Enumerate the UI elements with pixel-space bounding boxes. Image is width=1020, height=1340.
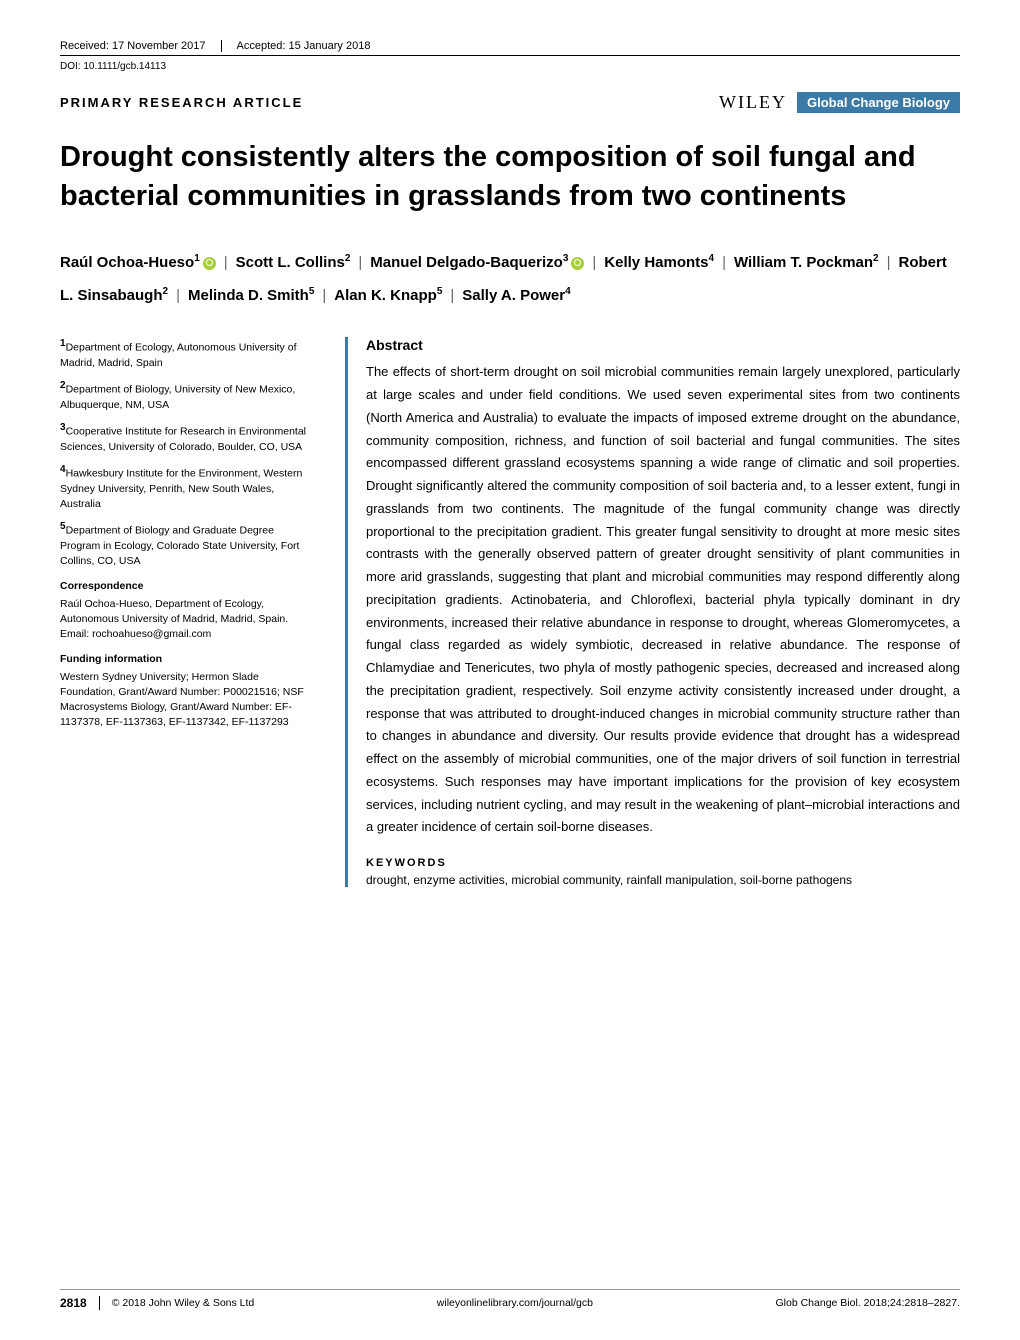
affiliation: 1Department of Ecology, Autonomous Unive… [60,337,315,371]
publisher-name: WILEY [719,92,787,113]
abstract-column: Abstract The effects of short-term droug… [345,337,960,887]
author-separator: | [358,254,362,271]
footer-separator [99,1296,100,1310]
author: Alan K. Knapp5 [334,287,442,304]
article-dates: Received: 17 November 2017 Accepted: 15 … [60,40,960,56]
abstract-head: Abstract [366,337,960,353]
correspondence-body: Raúl Ochoa-Hueso, Department of Ecology,… [60,597,315,627]
affiliations-list: 1Department of Ecology, Autonomous Unive… [60,337,315,569]
author-list: Raúl Ochoa-Hueso1 | Scott L. Collins2 | Manu… [60,246,960,312]
publisher-block: WILEY Global Change Biology [719,92,960,113]
footer-left: 2818 © 2018 John Wiley & Sons Ltd [60,1296,254,1310]
author: Sally A. Power4 [462,287,570,304]
correspondence-head: Correspondence [60,579,315,594]
footer-url: wileyonlinelibrary.com/journal/gcb [437,1297,593,1309]
funding-body: Western Sydney University; Hermon Slade … [60,670,315,731]
author-separator: | [176,287,180,304]
main-columns: 1Department of Ecology, Autonomous Unive… [60,337,960,887]
affiliation: 3Cooperative Institute for Research in E… [60,421,315,455]
author-separator: | [322,287,326,304]
page-footer: 2818 © 2018 John Wiley & Sons Ltd wileyo… [60,1289,960,1310]
copyright: © 2018 John Wiley & Sons Ltd [112,1297,255,1309]
abstract-body: The effects of short-term drought on soi… [366,361,960,839]
affiliation: 5Department of Biology and Graduate Degr… [60,520,315,569]
author: Manuel Delgado-Baquerizo3 [370,254,584,271]
sidebar-column: 1Department of Ecology, Autonomous Unive… [60,337,315,887]
author: William T. Pockman2 [734,254,879,271]
author-separator: | [224,254,228,271]
author: Melinda D. Smith5 [188,287,314,304]
author: Raúl Ochoa-Hueso1 [60,254,216,271]
keywords-body: drought, enzyme activities, microbial co… [366,873,960,887]
author-separator: | [722,254,726,271]
author: Kelly Hamonts4 [604,254,714,271]
author-separator: | [450,287,454,304]
affiliation: 2Department of Biology, University of Ne… [60,379,315,413]
keywords-head: KEYWORDS [366,857,960,869]
article-type-row: PRIMARY RESEARCH ARTICLE WILEY Global Ch… [60,92,960,113]
funding-head: Funding information [60,652,315,667]
author: Scott L. Collins2 [236,254,351,271]
correspondence-email: Email: rochoahueso@gmail.com [60,627,315,642]
page-number: 2818 [60,1296,87,1310]
doi: DOI: 10.1111/gcb.14113 [60,61,960,72]
journal-badge: Global Change Biology [797,92,960,113]
author-separator: | [592,254,596,271]
orcid-icon[interactable] [571,257,584,270]
author-separator: | [887,254,891,271]
orcid-icon[interactable] [203,257,216,270]
citation: Glob Change Biol. 2018;24:2818–2827. [776,1297,960,1309]
affiliation: 4Hawkesbury Institute for the Environmen… [60,463,315,512]
article-title: Drought consistently alters the composit… [60,138,960,216]
received-date: Received: 17 November 2017 [60,40,222,52]
accepted-date: Accepted: 15 January 2018 [222,40,371,52]
article-type: PRIMARY RESEARCH ARTICLE [60,95,303,110]
